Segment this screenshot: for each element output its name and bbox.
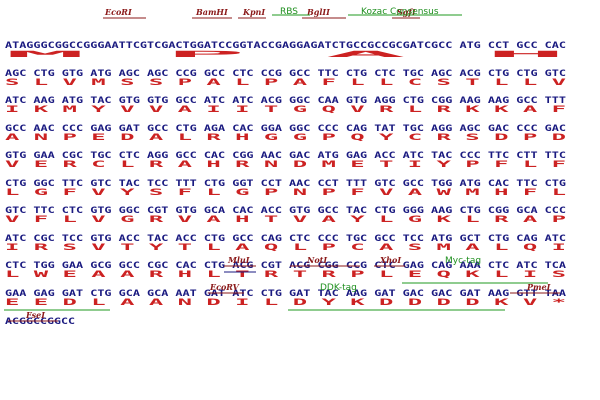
amino-acid-line: L G F V Y S F L G P N P F V A W M H F L <box>5 188 566 198</box>
dna-line: GAA GAG GAT CTG GCA GCA AAT GAT ATC CTG … <box>5 289 567 299</box>
dna-line: AGC CTG GTG ATG AGC AGC CCG GCC CTC CCG … <box>5 69 566 79</box>
dna-line: GCC AAC CCC GAG GAT GCC CTG AGA CAC GGA … <box>5 124 566 134</box>
site-label-ecorv: EcoRV <box>209 282 240 292</box>
dna-line: ATC AAG ATG TAC GTG GTG GCC ATC ATC ACG … <box>5 96 566 106</box>
amino-acid-line: L W E A A R H L T R T R P L E Q K L I S <box>5 270 566 280</box>
feature-label-myc-tag: Myc-tag <box>445 256 481 266</box>
dna-sequence: ATAGGGCGGCCGGGAATTCGTCGACTGGATCCGGTACCGA… <box>5 41 567 327</box>
site-label-noti: NotI <box>306 255 327 265</box>
site-label-fsei: FseI <box>25 310 45 320</box>
amino-acid-line: S L V M S S P A L P A F L L C S T L L V <box>5 78 566 88</box>
amino-acid-line: I K M Y V V A I I T G Q V R L R K K A F <box>5 105 566 115</box>
site-label-sgfi: SgfI <box>397 7 416 17</box>
dna-line: GTG GAA CGC TGC CTC AGG GCC CAC CGG AAC … <box>5 151 566 161</box>
site-label-mlui: MluI <box>227 255 250 265</box>
site-label-ecori: EcoRI <box>104 7 132 17</box>
dna-line: CTG GGC TTC GTC TAC TCC TTT CTG GGT CCT … <box>5 179 566 189</box>
site-label-bamhi: BamHI <box>195 7 228 17</box>
site-label-xhoi: XhoI <box>379 255 401 265</box>
amino-acid-line: E E D L A A N D I L D Y K D D D D K V * <box>5 298 566 308</box>
dna-line: GTC TTC CTC GTG GGC CGT GTG GCA CAC ACC … <box>5 206 566 216</box>
site-label-bglii: BglII <box>306 7 330 17</box>
amino-acid-line: I R S V T Y T L A Q L P C A S M A L Q I <box>5 243 566 253</box>
amino-acid-line: A N P E D A L R H G G P Q Y C R S D P D <box>5 133 566 143</box>
amino-acid-translation: M P A H S L V M S S P A L P A F L L C S … <box>5 50 566 308</box>
dna-line: ATC CGC TCC GTG ACC TAC ACC CTG GCC CAG … <box>5 234 566 244</box>
feature-label-rbs: RBS <box>280 7 298 17</box>
amino-acid-line: V E R C L R A H R N D M E T I Y P F L F <box>5 160 566 170</box>
site-label-kpni: KpnI <box>242 7 265 17</box>
feature-label-ddk-tag: DDK-tag <box>320 283 357 293</box>
dna-line: CTC TGG GAA GCG GCC CGC CAC CTG ACG CGT … <box>5 261 567 271</box>
site-label-pmei: PmeI <box>526 282 551 292</box>
feature-label-kozac-consensus: Kozac Consensus <box>361 7 439 17</box>
amino-acid-line: V F L V G R V A H T V A Y L G K L R A P <box>5 215 566 225</box>
dna-line: ATAGGGCGGCCGGGAATTCGTCGACTGGATCCGGTACCGA… <box>5 41 566 51</box>
dna-line: ACGGCCGGCC <box>5 317 75 327</box>
amino-acid-line: M P A H <box>5 50 566 60</box>
